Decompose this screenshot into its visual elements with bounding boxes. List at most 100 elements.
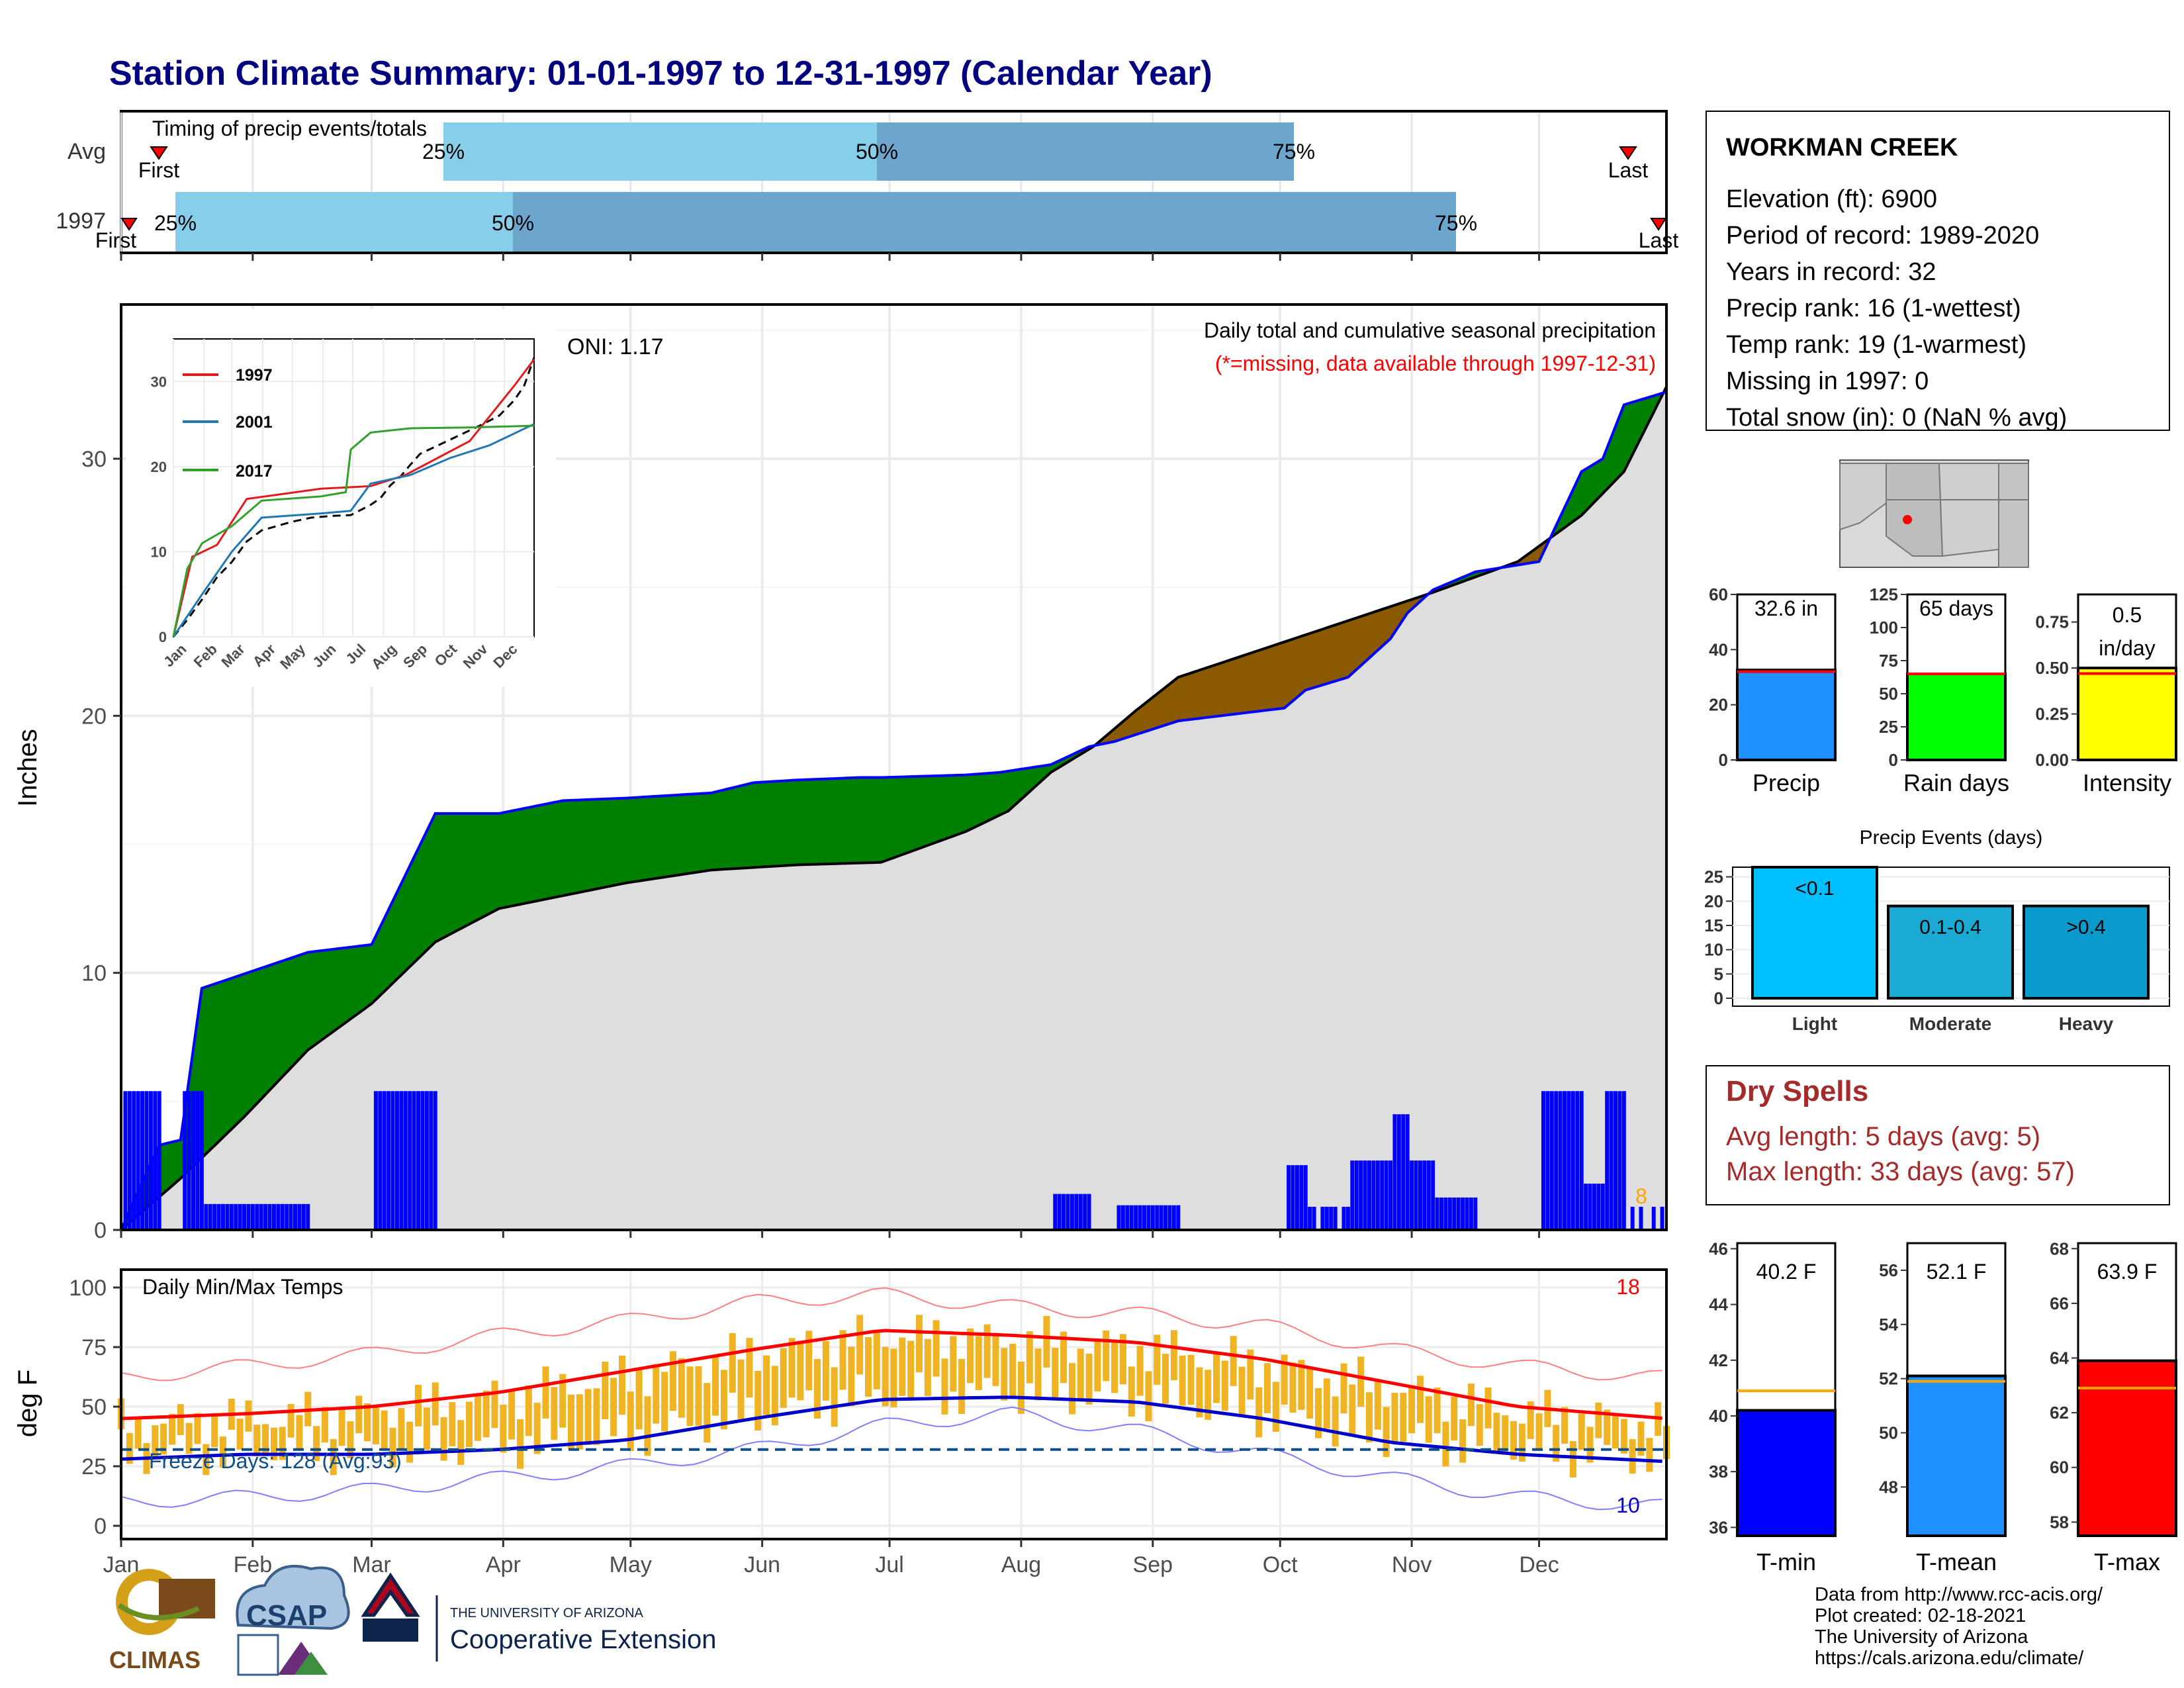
daily-temp-bar: [1196, 1367, 1203, 1418]
daily-precip-bar: [1469, 1197, 1473, 1230]
events-title: Precip Events (days): [1860, 827, 2043, 849]
precip-departure-segment: [1267, 645, 1272, 711]
summary-bar: [1736, 669, 1837, 762]
precip-departure-segment: [1297, 635, 1302, 698]
daily-temp-bar: [355, 1395, 363, 1434]
precip-departure-segment: [792, 779, 797, 866]
y-tick-label: 20: [81, 704, 107, 729]
precip-departure-segment: [974, 773, 979, 828]
station-elevation: Elevation (ft): 6900: [1726, 185, 1937, 213]
precip-departure-segment: [723, 788, 729, 870]
climas-wordmark: CLIMAS: [109, 1646, 201, 1673]
timing-avg-last: Last: [1608, 158, 1649, 182]
daily-temp-bar: [1170, 1330, 1177, 1381]
daily-temp-bar: [1578, 1413, 1585, 1450]
daily-precip-bar: [1570, 1091, 1575, 1230]
precip-departure-segment: [664, 795, 670, 878]
daily-temp-bar: [1374, 1379, 1381, 1430]
precip-departure-segment: [235, 974, 241, 1126]
precip-departure-segment: [384, 909, 389, 992]
daily-precip-bar: [378, 1091, 383, 1230]
precip-departure-segment: [1279, 641, 1285, 710]
precip-departure-segment: [834, 778, 839, 865]
station-name: WORKMAN CREEK: [1726, 134, 1958, 162]
precip-departure-segment: [799, 779, 805, 865]
daily-temp-bar: [1017, 1361, 1024, 1414]
daily-temp-bar: [236, 1419, 244, 1450]
events-category-label: Moderate: [1909, 1013, 1991, 1034]
precip-departure-segment: [1590, 463, 1595, 508]
precip-departure-segment: [1330, 624, 1336, 683]
daily-temp-bar: [729, 1333, 736, 1393]
daily-temp-bar: [1400, 1392, 1407, 1442]
daily-precip-bar: [212, 1203, 217, 1230]
avg-cumulative-line: [120, 386, 1668, 1231]
precip-departure-segment: [422, 831, 428, 955]
precip-departure-segment: [1305, 633, 1310, 691]
daily-precip-bar: [220, 1203, 225, 1230]
precip-departure-segment: [706, 792, 712, 871]
freeze-days: Freeze Days: 128 (Avg:93): [149, 1449, 402, 1473]
precip-departure-segment: [987, 773, 992, 822]
daily-temp-bar: [321, 1407, 328, 1443]
daily-precip-bar: [1465, 1197, 1469, 1230]
y-tick-label: 0: [94, 1218, 107, 1243]
precip-departure-segment: [439, 813, 445, 941]
precip-departure-segment: [1169, 680, 1175, 724]
y-tick-label: 25: [1879, 717, 1898, 737]
daily-precip-bar: [238, 1203, 242, 1230]
daily-precip-bar: [250, 1203, 255, 1230]
precip-departure-segment: [762, 781, 767, 868]
precip-departure-segment: [1360, 614, 1366, 667]
precip-departure-segment: [995, 772, 1001, 818]
precip-departure-segment: [1250, 651, 1255, 713]
precip-departure-segment: [1254, 649, 1259, 712]
inset-legend-1997: 1997: [236, 366, 273, 385]
daily-precip-bar: [1609, 1091, 1614, 1230]
daily-temp-bar: [839, 1330, 846, 1390]
daily-precip-bar: [1380, 1160, 1385, 1230]
precip-departure-segment: [672, 794, 678, 876]
daily-temp-bar: [1162, 1354, 1169, 1404]
events-bar-label: >0.4: [2066, 917, 2105, 939]
month-label: Sep: [1133, 1552, 1173, 1577]
summary-value: 32.6 in: [1754, 596, 1818, 620]
y-tick-label: 0: [1719, 750, 1728, 770]
footer-line-1: Data from http://www.rcc-acis.org/: [1815, 1584, 2103, 1605]
precip-departure-segment: [940, 775, 945, 841]
daily-temp-bar: [482, 1390, 490, 1438]
precip-departure-segment: [1207, 665, 1213, 718]
precip-departure-segment: [1594, 460, 1599, 503]
daily-temp-bar: [822, 1340, 829, 1401]
inset-legend-2001: 2001: [236, 413, 273, 432]
precip-departure-segment: [643, 796, 648, 881]
precip-departure-segment: [910, 776, 916, 853]
precip-departure-segment: [1347, 618, 1353, 679]
precip-departure-segment: [829, 778, 835, 865]
daily-precip-bar: [225, 1203, 230, 1230]
precip-departure-segment: [409, 857, 415, 968]
dry-spells-avg: Avg length: 5 days (avg: 5): [1726, 1122, 2040, 1151]
daily-precip-bar: [289, 1203, 293, 1230]
daily-precip-bar: [1312, 1207, 1316, 1230]
summary-label: Intensity: [2083, 769, 2171, 796]
temp-summary-bar: [1906, 1374, 2007, 1538]
daily-precip-bar: [1367, 1160, 1371, 1230]
daily-temp-bar: [704, 1383, 711, 1443]
month-label: Jul: [875, 1552, 903, 1577]
daily-precip-bar: [204, 1203, 208, 1230]
avg-cumulative-area: [121, 387, 1666, 1231]
daily-precip-bar: [1299, 1165, 1304, 1230]
precip-departure-segment: [426, 821, 432, 951]
daily-precip-bar: [1363, 1160, 1367, 1230]
precip-departure-segment: [617, 798, 623, 885]
daily-precip-bar: [191, 1091, 196, 1230]
precip-departure-segment: [456, 813, 461, 932]
climas-logo: CLIMAS: [109, 1569, 215, 1673]
daily-precip-bar: [1066, 1194, 1070, 1230]
timing-1997-p50: 50%: [492, 211, 534, 235]
daily-precip-bar: [123, 1091, 128, 1230]
daily-temp-bar: [432, 1382, 439, 1426]
inset-y-tick-label: 10: [151, 543, 167, 560]
